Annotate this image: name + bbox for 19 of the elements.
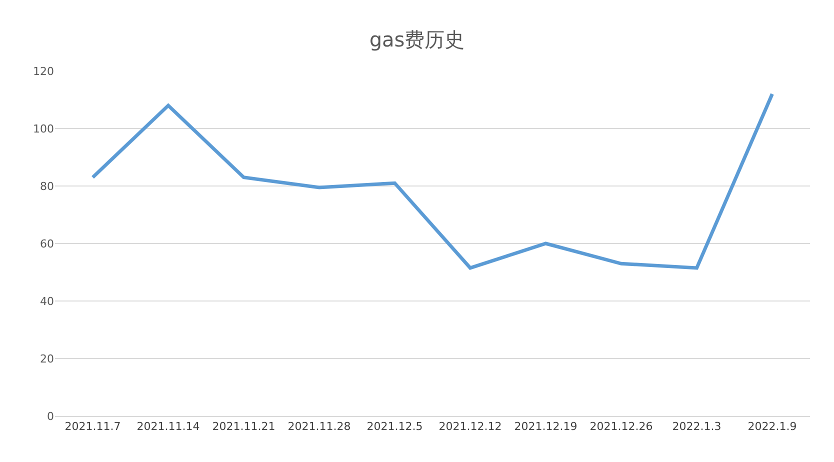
- x-tick-label: 2021.11.14: [136, 420, 200, 434]
- y-tick-label: 120: [33, 64, 54, 78]
- y-tick-label: 0: [47, 410, 54, 423]
- x-tick-label: 2021.11.28: [288, 420, 351, 434]
- chart-title: gas费历史: [369, 27, 465, 52]
- x-tick-label: 2021.12.19: [514, 420, 578, 434]
- x-tick-label: 2022.1.9: [748, 420, 797, 434]
- y-tick-label: 20: [40, 352, 54, 366]
- x-tick-label: 2021.11.21: [212, 420, 276, 434]
- x-tick-label: 2021.11.7: [64, 420, 121, 434]
- x-tick-label: 2021.12.12: [438, 420, 502, 434]
- y-tick-label: 100: [33, 122, 54, 136]
- y-tick-label: 80: [40, 180, 54, 193]
- line-series: [91, 92, 774, 270]
- x-tick-label: 2021.12.5: [366, 420, 423, 434]
- x-tick-label: 2021.12.26: [590, 420, 653, 434]
- x-tick-label: 2022.1.3: [672, 420, 722, 434]
- y-tick-label: 60: [40, 237, 54, 250]
- y-tick-label: 40: [40, 294, 54, 308]
